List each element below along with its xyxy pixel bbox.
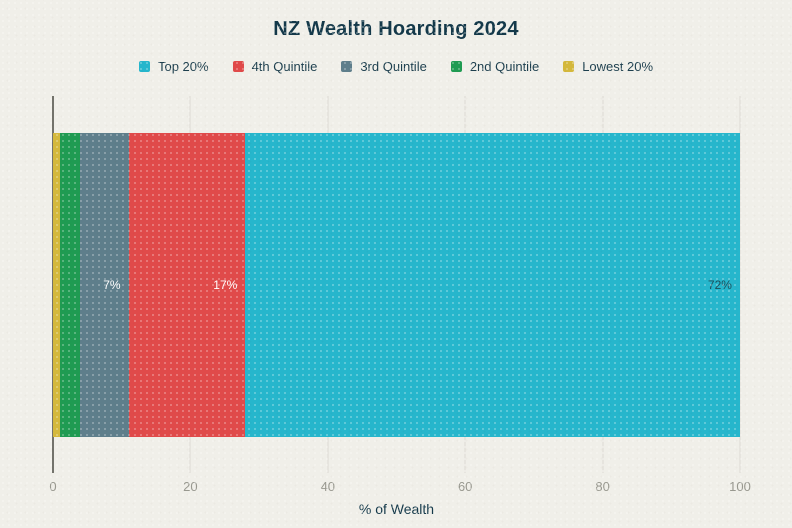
legend-label: Top 20% xyxy=(157,59,209,74)
legend-label: 3rd Quintile xyxy=(360,59,427,74)
legend-item-2nd-quintile: 2nd Quintile xyxy=(450,59,540,74)
legend-item-4th-quintile: 4th Quintile xyxy=(232,59,318,74)
legend-item-3rd-quintile: 3rd Quintile xyxy=(341,59,427,74)
gridline xyxy=(739,96,741,473)
x-tick-label: 40 xyxy=(320,479,336,494)
x-tick-label: 0 xyxy=(49,479,57,494)
legend-label: Lowest 20% xyxy=(582,59,654,74)
legend-label: 2nd Quintile xyxy=(469,59,540,74)
segment-value-label: 72% xyxy=(707,278,732,292)
legend-swatch-icon xyxy=(450,61,462,72)
legend-item-top-20: Top 20% xyxy=(138,59,209,74)
x-tick-label: 80 xyxy=(595,479,610,494)
segment-value-label: 7% xyxy=(103,278,121,292)
legend-item-lowest-20: Lowest 20% xyxy=(563,59,653,74)
bar-segment-lowest-20 xyxy=(53,133,60,437)
bar-segment-4th-quintile: 17% xyxy=(128,133,246,437)
bar-segment-3rd-quintile: 7% xyxy=(80,133,129,437)
x-tick-label: 20 xyxy=(183,479,198,494)
stacked-bar: 7% 17% 72% xyxy=(53,133,740,437)
tick-labels: 0 20 40 60 80 100 xyxy=(49,479,750,495)
x-tick-label: 60 xyxy=(457,479,473,494)
legend-swatch-icon xyxy=(563,61,575,72)
x-tick-label: 100 xyxy=(729,479,751,494)
bar-segment-2nd-quintile xyxy=(59,133,81,437)
legend-swatch-icon xyxy=(341,61,353,72)
legend: Top 20% 4th Quintile 3rd Quintile 2nd Quint… xyxy=(0,59,792,74)
x-axis-title: % of Wealth xyxy=(358,501,435,517)
legend-label: 4th Quintile xyxy=(251,59,318,74)
legend-swatch-icon xyxy=(138,61,150,72)
chart-title: NZ Wealth Hoarding 2024 xyxy=(273,18,519,40)
segment-value-label: 17% xyxy=(213,278,238,292)
legend-swatch-icon xyxy=(232,61,244,72)
plot-area: 7% 17% 72% xyxy=(52,96,741,473)
bar-segment-top-20: 72% xyxy=(245,133,740,437)
